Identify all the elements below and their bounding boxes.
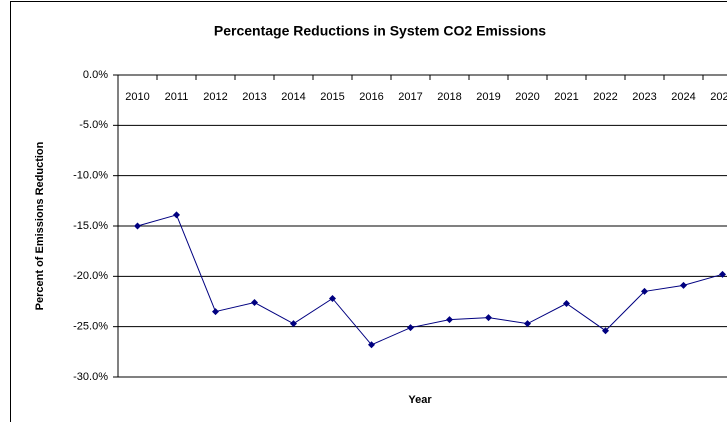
marker xyxy=(368,341,375,349)
marker xyxy=(719,270,726,278)
marker xyxy=(641,287,648,295)
y-axis-title: Percent of Emissions Reduction xyxy=(34,141,46,310)
marker xyxy=(173,211,180,219)
x-tick-label: 2013 xyxy=(242,91,266,103)
x-tick-label: 2010 xyxy=(125,91,149,103)
x-tick-label: 2024 xyxy=(671,91,695,103)
x-tick-label: 2015 xyxy=(320,91,344,103)
marker xyxy=(485,314,492,322)
y-tick-label: -20.0% xyxy=(73,270,108,282)
x-tick-label: 2022 xyxy=(593,91,617,103)
marker xyxy=(251,299,258,307)
marker xyxy=(407,324,414,332)
marker xyxy=(563,300,570,308)
y-tick-label: -15.0% xyxy=(73,220,108,232)
x-tick-label: 2011 xyxy=(165,91,189,103)
x-tick-label: 2019 xyxy=(476,91,500,103)
y-tick-label: 0.0% xyxy=(83,69,108,81)
x-tick-label: 2020 xyxy=(515,91,539,103)
x-tick-label: 2021 xyxy=(554,91,578,103)
marker xyxy=(602,327,609,335)
y-tick-label: -5.0% xyxy=(79,119,108,131)
x-tick-label: 2025 xyxy=(710,91,727,103)
marker xyxy=(524,320,531,328)
x-axis-title: Year xyxy=(408,394,432,406)
x-tick-label: 2012 xyxy=(203,91,227,103)
x-tick-label: 2014 xyxy=(281,91,305,103)
y-tick-label: -30.0% xyxy=(73,371,108,383)
marker xyxy=(329,294,336,302)
chart-frame xyxy=(10,1,727,422)
marker xyxy=(680,281,687,289)
chart-title: Percentage Reductions in System CO2 Emis… xyxy=(214,23,546,39)
marker xyxy=(134,222,141,230)
x-tick-label: 2023 xyxy=(632,91,656,103)
x-tick-label: 2017 xyxy=(398,91,422,103)
x-tick-label: 2016 xyxy=(359,91,383,103)
marker xyxy=(446,316,453,324)
marker xyxy=(290,320,297,328)
x-tick-label: 2018 xyxy=(437,91,461,103)
y-tick-label: -10.0% xyxy=(73,170,108,182)
line xyxy=(137,214,723,346)
marker xyxy=(212,308,219,316)
y-tick-label: -25.0% xyxy=(73,321,108,333)
